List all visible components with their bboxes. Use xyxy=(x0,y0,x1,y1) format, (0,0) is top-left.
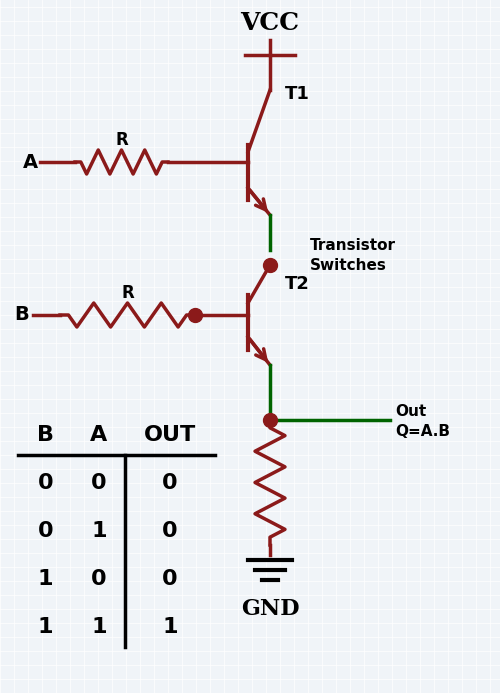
Text: 0: 0 xyxy=(91,569,107,589)
Text: 1: 1 xyxy=(38,617,53,637)
Text: Switches: Switches xyxy=(310,258,387,272)
Text: 1: 1 xyxy=(38,569,53,589)
Text: GND: GND xyxy=(241,598,299,620)
Text: VCC: VCC xyxy=(240,11,300,35)
Text: B: B xyxy=(37,425,54,445)
Text: 1: 1 xyxy=(162,617,178,637)
Text: Out: Out xyxy=(395,405,426,419)
Text: OUT: OUT xyxy=(144,425,196,445)
Text: 1: 1 xyxy=(91,521,107,541)
Text: T2: T2 xyxy=(285,275,310,293)
Text: R: R xyxy=(115,131,128,149)
Text: 0: 0 xyxy=(162,521,178,541)
Text: 1: 1 xyxy=(91,617,107,637)
Text: 0: 0 xyxy=(162,569,178,589)
Text: Transistor: Transistor xyxy=(310,238,396,252)
Text: A: A xyxy=(90,425,108,445)
Text: A: A xyxy=(22,152,38,171)
Text: R: R xyxy=(121,284,134,302)
Text: 0: 0 xyxy=(162,473,178,493)
Text: Q=A.B: Q=A.B xyxy=(395,425,450,439)
Text: T1: T1 xyxy=(285,85,310,103)
Text: 0: 0 xyxy=(38,521,54,541)
Text: 0: 0 xyxy=(38,473,54,493)
Text: 0: 0 xyxy=(91,473,107,493)
Text: B: B xyxy=(14,306,30,324)
